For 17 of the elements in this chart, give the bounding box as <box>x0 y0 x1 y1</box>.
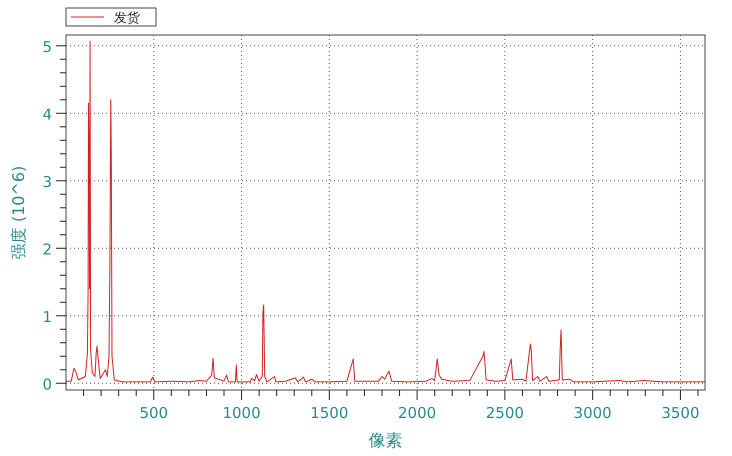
legend-label: 发货 <box>114 11 140 26</box>
y-tick-label: 5 <box>42 38 52 56</box>
y-tick-label: 4 <box>42 105 52 124</box>
x-tick-label: 3500 <box>661 404 700 422</box>
x-tick-label: 3000 <box>574 404 612 422</box>
y-tick-label: 0 <box>42 375 52 394</box>
x-tick-label: 2000 <box>398 404 436 422</box>
y-tick-label: 1 <box>42 308 52 326</box>
x-axis-title: 像素 <box>368 431 402 451</box>
x-tick-label: 2500 <box>486 404 524 422</box>
x-tick-label: 1000 <box>222 404 261 422</box>
y-tick-label: 2 <box>42 240 52 258</box>
y-axis-title: 强度 (10^6) <box>9 166 28 260</box>
line-series <box>66 40 705 382</box>
x-tick-label: 1500 <box>310 404 348 422</box>
x-tick-label: 500 <box>139 404 168 422</box>
y-tick-label: 3 <box>42 172 52 191</box>
